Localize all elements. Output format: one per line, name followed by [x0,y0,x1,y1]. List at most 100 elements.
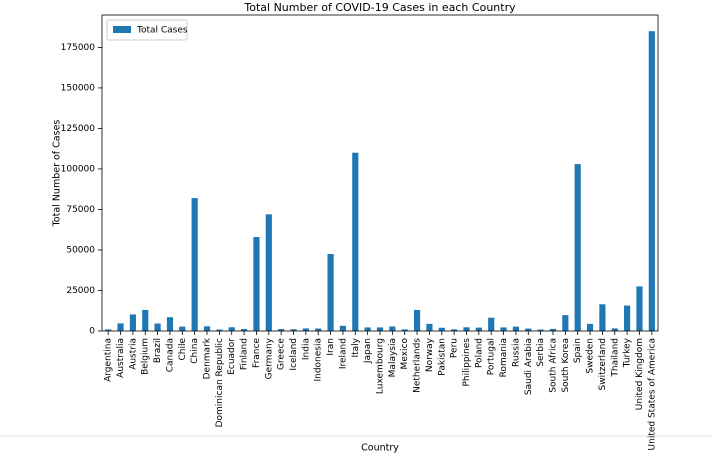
bar [327,254,334,331]
x-tick-label: United States of America [647,338,657,450]
x-tick-label: Serbia [536,338,546,367]
bar [129,314,136,331]
x-tick-label: Chile [178,338,188,361]
y-tick-label: 125000 [61,124,96,134]
bar [611,328,618,331]
x-tick-label: Netherlands [413,338,423,393]
bar [191,198,198,331]
bar [302,328,309,331]
x-tick-label: Malaysia [388,338,398,377]
bar [203,326,211,331]
x-tick-label: Norway [425,337,435,372]
bar [352,152,359,331]
bar [574,164,581,331]
bar [475,327,482,331]
x-tick-label: Spain [573,338,583,363]
x-tick-label: Australia [116,338,126,378]
bar [339,325,347,331]
x-tick-label: Belgium [141,338,151,375]
x-tick-label: Thailand [610,338,620,378]
x-tick-label: China [190,338,200,364]
legend-label: Total Cases [136,26,188,36]
x-tick-label: Romania [499,338,509,377]
plot-frame [101,14,659,332]
x-tick-label: Switzerland [598,338,608,391]
legend-box [106,19,188,41]
x-tick-label: Iceland [289,338,299,371]
bar [599,304,606,331]
x-tick-label: Sweden [586,338,596,374]
bar [142,309,149,331]
bar [636,286,643,331]
x-tick-label: Iran [326,338,336,356]
x-tick-label: Pakistan [437,338,447,376]
y-tick-label: 175000 [61,43,96,53]
bar [376,327,384,331]
bar [117,323,124,331]
x-tick-label: Finland [240,338,250,370]
bar [624,305,631,331]
bar [166,317,174,331]
y-tick-label: 150000 [61,83,96,93]
bar [389,326,396,331]
x-tick-label: Germany [264,337,274,379]
x-tick-label: Indonesia [314,338,324,382]
y-tick-label: 100000 [61,164,96,174]
x-tick-label: Japan [363,338,373,364]
x-tick-label: Portugal [487,338,497,375]
bar [105,329,112,331]
x-tick-label: Argentina [104,338,114,382]
bar [154,323,161,331]
bar [438,327,445,331]
y-tick-label: 25000 [66,286,95,296]
bar [463,327,470,331]
x-tick-label: Mexico [400,338,410,370]
bar [488,317,495,331]
bar [549,328,557,331]
x-tick-label: Ecuador [227,338,237,375]
bar [179,326,186,331]
x-tick-label: Canada [165,338,175,372]
y-tick-label: 0 [89,327,95,337]
bar [525,328,532,331]
bar [451,329,458,331]
bar [401,329,408,331]
x-tick-label: Philippines [462,338,472,387]
bar [315,328,322,331]
x-tick-label: Peru [450,338,460,358]
x-tick-label: Turkey [623,337,633,368]
bar [586,323,594,331]
bar [648,31,655,331]
y-tick-label: 50000 [66,245,95,255]
x-tick-label: South Korea [561,338,571,393]
x-tick-label: Luxembourg [376,338,386,394]
x-tick-label: Italy [351,337,361,357]
chart-title: Total Number of COVID-19 Cases in each C… [243,1,516,14]
x-tick-label: United Kingdom [635,338,645,410]
x-tick-label: Ireland [338,338,348,369]
bar [500,327,507,331]
bar [228,327,235,331]
y-axis-label: Total Number of Cases [52,120,63,228]
legend-swatch [113,26,131,33]
bar [562,315,569,331]
bar [265,214,272,331]
x-tick-label: France [252,338,262,368]
x-tick-label: Brazil [153,338,163,363]
x-tick-label: Poland [474,338,484,368]
bar [278,329,285,331]
bar [253,237,260,331]
bar [364,327,371,331]
x-tick-label: Russia [511,338,521,367]
bar [426,323,433,331]
bar [512,326,519,331]
x-tick-label: Greece [277,338,287,370]
x-axis-label: Country [361,443,399,454]
x-tick-label: Saudi Arabia [524,338,534,395]
bar [216,329,223,331]
x-tick-label: Denmark [203,337,213,379]
x-tick-label: Dominican Republic [215,338,225,427]
bar [290,329,297,331]
x-tick-label: Austria [128,338,138,370]
bar [537,329,544,331]
